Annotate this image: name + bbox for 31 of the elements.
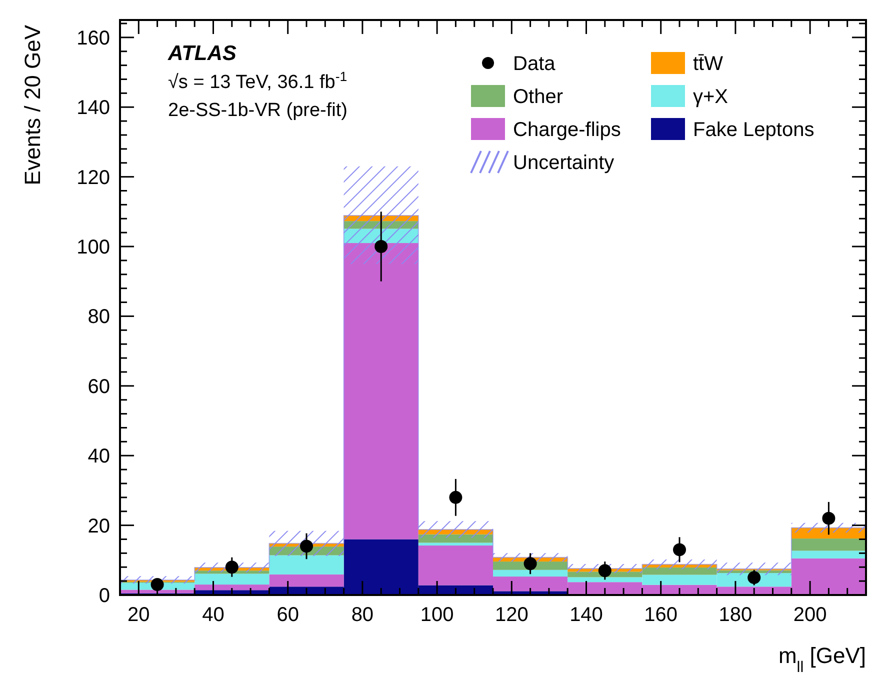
x-tick-label: 140 bbox=[570, 604, 603, 626]
x-tick-label: 200 bbox=[793, 604, 827, 626]
legend-label: Fake Leptons bbox=[693, 119, 814, 141]
x-tick-label: 180 bbox=[718, 604, 752, 626]
y-tick-label: 140 bbox=[76, 97, 110, 120]
x-tick-label: 100 bbox=[420, 604, 454, 626]
legend-label: Charge-flips bbox=[513, 119, 621, 141]
y-tick-label: 60 bbox=[88, 376, 110, 398]
y-tick-label: 80 bbox=[88, 306, 110, 328]
y-tick-label: 100 bbox=[76, 236, 110, 259]
x-axis-title: m$_{ll}$ [GeV] bbox=[778, 643, 866, 676]
y-tick-label: 40 bbox=[88, 446, 110, 468]
y-axis-title: Events / 20 GeV bbox=[20, 24, 45, 186]
x-tick-label: 80 bbox=[351, 604, 374, 626]
x-tick-label: 60 bbox=[276, 604, 299, 626]
y-tick-label: 0 bbox=[98, 585, 110, 607]
y-tick-label: 160 bbox=[76, 27, 110, 50]
legend-label: Data bbox=[513, 53, 556, 75]
legend-label: tt̄W bbox=[693, 53, 724, 75]
legend-label: Other bbox=[513, 86, 564, 108]
annotation: ATLAS bbox=[167, 42, 236, 65]
annotation: √s = 13 TeV, 36.1 fb$^{-1}$ bbox=[168, 68, 348, 93]
x-tick-label: 20 bbox=[128, 604, 150, 626]
y-tick-label: 120 bbox=[76, 166, 110, 189]
legend-label: Uncertainty bbox=[513, 152, 614, 174]
y-tick-label: 20 bbox=[88, 515, 110, 538]
x-tick-label: 40 bbox=[202, 604, 224, 626]
x-tick-label: 160 bbox=[644, 604, 678, 626]
x-tick-label: 120 bbox=[494, 604, 528, 626]
legend-label: γ+X bbox=[693, 86, 728, 108]
annotation: 2e-SS-1b-VR (pre-fit) bbox=[168, 100, 348, 121]
